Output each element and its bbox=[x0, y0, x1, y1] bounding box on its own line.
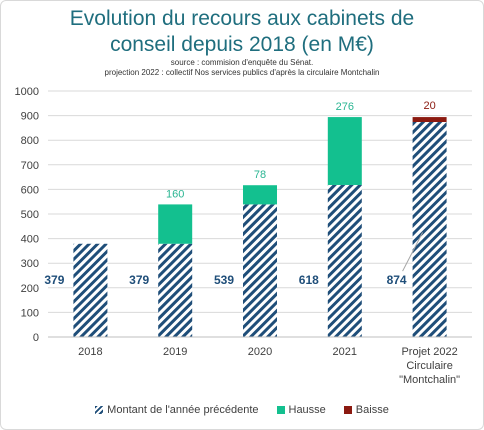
bar-base bbox=[412, 121, 447, 337]
chart-title: Evolution du recours aux cabinets de con… bbox=[0, 6, 484, 58]
label-leader-line bbox=[402, 232, 424, 272]
bar-increase bbox=[243, 185, 277, 205]
y-tick-label: 0 bbox=[33, 332, 39, 344]
x-category-label: Circulaire bbox=[406, 360, 452, 372]
y-tick-label: 800 bbox=[21, 135, 39, 147]
legend-swatch-decrease bbox=[343, 406, 352, 414]
x-category-label: 2019 bbox=[163, 346, 187, 358]
bar-base bbox=[158, 243, 193, 337]
bar-base bbox=[243, 204, 277, 337]
x-category-label: 2018 bbox=[78, 346, 102, 358]
y-tick-label: 500 bbox=[21, 209, 39, 221]
y-tick-label: 300 bbox=[21, 258, 39, 270]
legend-label-base: Montant de l'année précédente bbox=[107, 404, 259, 416]
y-tick-label: 900 bbox=[21, 111, 39, 123]
legend-item-decrease: Baisse bbox=[343, 404, 389, 416]
bar-increase bbox=[327, 117, 362, 185]
legend-swatch-base bbox=[95, 406, 104, 414]
base-data-label: 618 bbox=[299, 273, 319, 287]
base-data-label: 379 bbox=[129, 273, 149, 287]
base-data-label: 874 bbox=[387, 273, 407, 287]
base-data-label: 539 bbox=[214, 273, 234, 287]
increase-data-label: 276 bbox=[336, 101, 354, 113]
source-line-2: projection 2022 : collectif Nos services… bbox=[104, 68, 380, 77]
decrease-data-label: 20 bbox=[423, 100, 435, 112]
increase-data-label: 160 bbox=[166, 188, 184, 200]
bar-base bbox=[327, 184, 362, 337]
bar-increase bbox=[158, 204, 193, 244]
legend-item-base: Montant de l'année précédente bbox=[95, 404, 259, 416]
legend: Montant de l'année précédente Hausse Bai… bbox=[0, 404, 484, 416]
x-category-label: "Montchalin" bbox=[399, 374, 460, 386]
chart-title-line-1: Evolution du recours aux cabinets de bbox=[69, 7, 415, 30]
x-category-label: 2020 bbox=[248, 346, 272, 358]
y-tick-label: 600 bbox=[21, 184, 39, 196]
y-tick-label: 1000 bbox=[15, 86, 39, 98]
chart-title-line-2: conseil depuis 2018 (en M€) bbox=[110, 33, 374, 56]
source-line-1: source : commision d'enquête du Sénat. bbox=[170, 58, 314, 67]
bars: 379 160 379 78 539 276 618 20 874 bbox=[44, 100, 447, 337]
x-category-label: Projet 2022 bbox=[401, 346, 457, 358]
bar-decrease bbox=[412, 117, 447, 122]
y-tick-label: 700 bbox=[21, 160, 39, 172]
legend-label-decrease: Baisse bbox=[355, 404, 389, 416]
y-axis: 0 100 200 300 400 500 600 700 800 900 1000 bbox=[15, 86, 39, 344]
x-category-label: 2021 bbox=[333, 346, 357, 358]
increase-data-label: 78 bbox=[254, 169, 266, 181]
x-axis: 2018 2019 2020 2021 Projet 2022 Circulaire "Mo… bbox=[48, 336, 472, 386]
y-tick-label: 100 bbox=[21, 307, 39, 319]
y-tick-label: 400 bbox=[21, 234, 39, 246]
legend-item-increase: Hausse bbox=[276, 404, 326, 416]
legend-swatch-increase bbox=[276, 406, 285, 414]
chart-source: source : commision d'enquête du Sénat. p… bbox=[0, 58, 484, 78]
bar-base bbox=[73, 243, 108, 337]
base-data-label: 379 bbox=[44, 273, 64, 287]
y-tick-label: 200 bbox=[21, 283, 39, 295]
legend-label-increase: Hausse bbox=[288, 404, 326, 416]
